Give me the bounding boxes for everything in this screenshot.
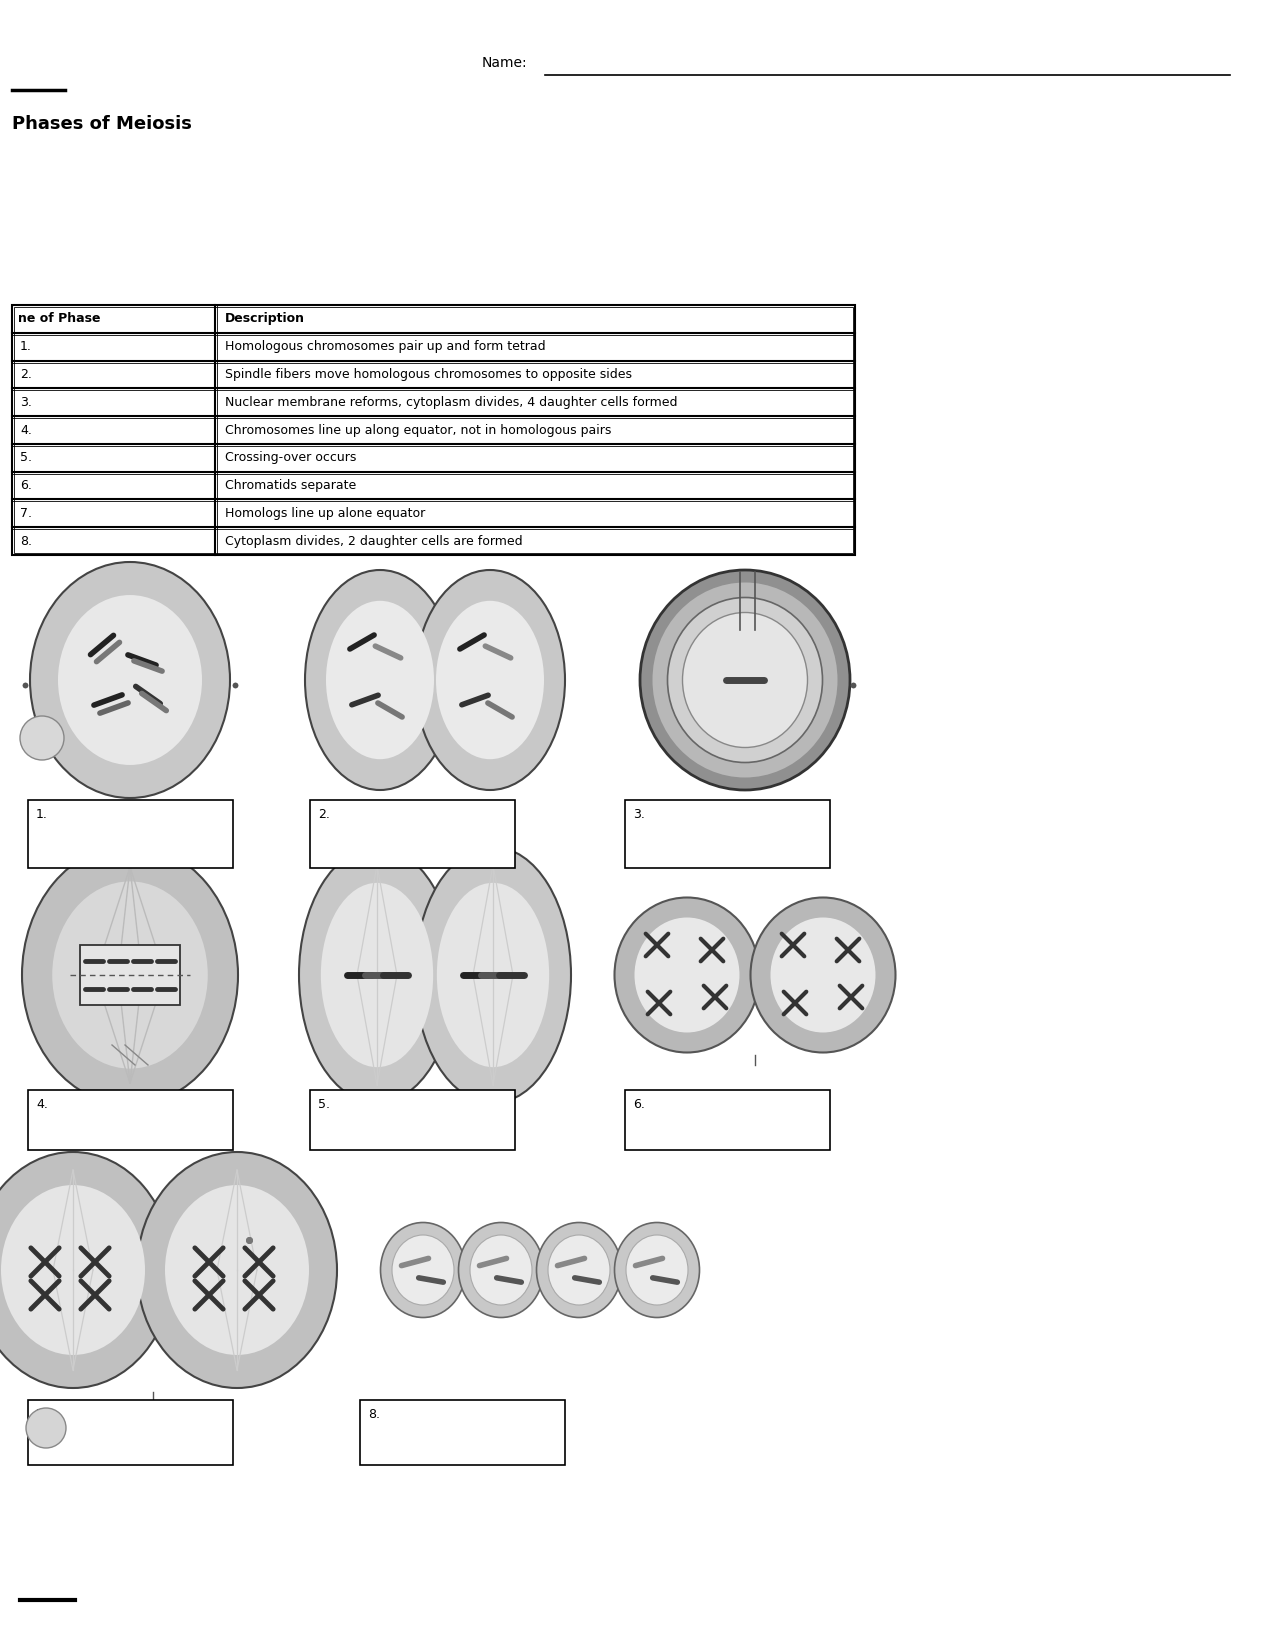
Ellipse shape	[137, 1152, 337, 1388]
Bar	[28, 800, 233, 867]
Ellipse shape	[392, 1234, 454, 1305]
Ellipse shape	[667, 597, 823, 762]
Ellipse shape	[299, 848, 455, 1103]
Ellipse shape	[306, 570, 455, 790]
Text: Chromosomes line up along equator, not in homologous pairs: Chromosomes line up along equator, not i…	[224, 423, 611, 436]
Ellipse shape	[634, 917, 739, 1032]
Text: 2.: 2.	[20, 369, 32, 380]
Text: Nuclear membrane reforms, cytoplasm divides, 4 daughter cells formed: Nuclear membrane reforms, cytoplasm divi…	[224, 395, 677, 408]
Ellipse shape	[1, 1185, 145, 1355]
Ellipse shape	[58, 596, 202, 765]
Ellipse shape	[321, 882, 434, 1067]
Ellipse shape	[30, 561, 230, 798]
Ellipse shape	[415, 848, 571, 1103]
Text: Name:: Name:	[482, 56, 527, 71]
Bar	[360, 1401, 566, 1465]
Ellipse shape	[615, 1223, 700, 1317]
Ellipse shape	[0, 1152, 172, 1388]
Text: Homologous chromosomes pair up and form tetrad: Homologous chromosomes pair up and form …	[224, 341, 545, 354]
Ellipse shape	[165, 1185, 309, 1355]
Ellipse shape	[436, 601, 544, 759]
Text: 8.: 8.	[368, 1407, 380, 1420]
Bar	[625, 800, 831, 867]
Text: 5.: 5.	[318, 1098, 330, 1111]
Text: 2.: 2.	[318, 808, 330, 821]
Text: Homologs line up alone equator: Homologs line up alone equator	[224, 507, 425, 520]
Ellipse shape	[459, 1223, 544, 1317]
Ellipse shape	[380, 1223, 465, 1317]
Text: 7.: 7.	[36, 1407, 48, 1420]
Circle shape	[27, 1407, 66, 1448]
Text: Phases of Meiosis: Phases of Meiosis	[11, 115, 191, 133]
Bar	[309, 800, 515, 867]
Ellipse shape	[22, 844, 238, 1104]
Text: Crossing-over occurs: Crossing-over occurs	[224, 451, 356, 464]
Bar	[28, 1401, 233, 1465]
Ellipse shape	[653, 583, 837, 777]
Text: 5.: 5.	[20, 451, 32, 464]
Text: Description: Description	[224, 313, 306, 326]
Circle shape	[20, 716, 63, 760]
Ellipse shape	[415, 570, 566, 790]
Bar	[14, 308, 853, 553]
Ellipse shape	[771, 917, 875, 1032]
Ellipse shape	[548, 1234, 610, 1305]
Text: 3.: 3.	[20, 395, 32, 408]
Ellipse shape	[326, 601, 434, 759]
Text: Spindle fibers move homologous chromosomes to opposite sides: Spindle fibers move homologous chromosom…	[224, 369, 631, 380]
Text: 3.: 3.	[633, 808, 645, 821]
Bar	[11, 305, 855, 555]
Ellipse shape	[615, 897, 760, 1052]
Text: 4.: 4.	[36, 1098, 48, 1111]
Text: Chromatids separate: Chromatids separate	[224, 479, 356, 492]
Ellipse shape	[682, 612, 808, 747]
Ellipse shape	[626, 1234, 689, 1305]
Text: 4.: 4.	[20, 423, 32, 436]
Text: 6.: 6.	[20, 479, 32, 492]
Ellipse shape	[751, 897, 895, 1052]
Bar	[309, 1090, 515, 1151]
Text: 8.: 8.	[20, 535, 32, 548]
Ellipse shape	[536, 1223, 621, 1317]
Bar	[625, 1090, 831, 1151]
Text: 7.: 7.	[20, 507, 32, 520]
Ellipse shape	[52, 881, 208, 1068]
Bar	[80, 945, 180, 1006]
Ellipse shape	[470, 1234, 533, 1305]
Bar	[28, 1090, 233, 1151]
Text: 1.: 1.	[36, 808, 48, 821]
Text: ne of Phase: ne of Phase	[18, 313, 100, 326]
Text: 1.: 1.	[20, 341, 32, 354]
Text: 6.: 6.	[633, 1098, 645, 1111]
Text: Cytoplasm divides, 2 daughter cells are formed: Cytoplasm divides, 2 daughter cells are …	[224, 535, 522, 548]
Ellipse shape	[640, 570, 850, 790]
Ellipse shape	[437, 882, 549, 1067]
